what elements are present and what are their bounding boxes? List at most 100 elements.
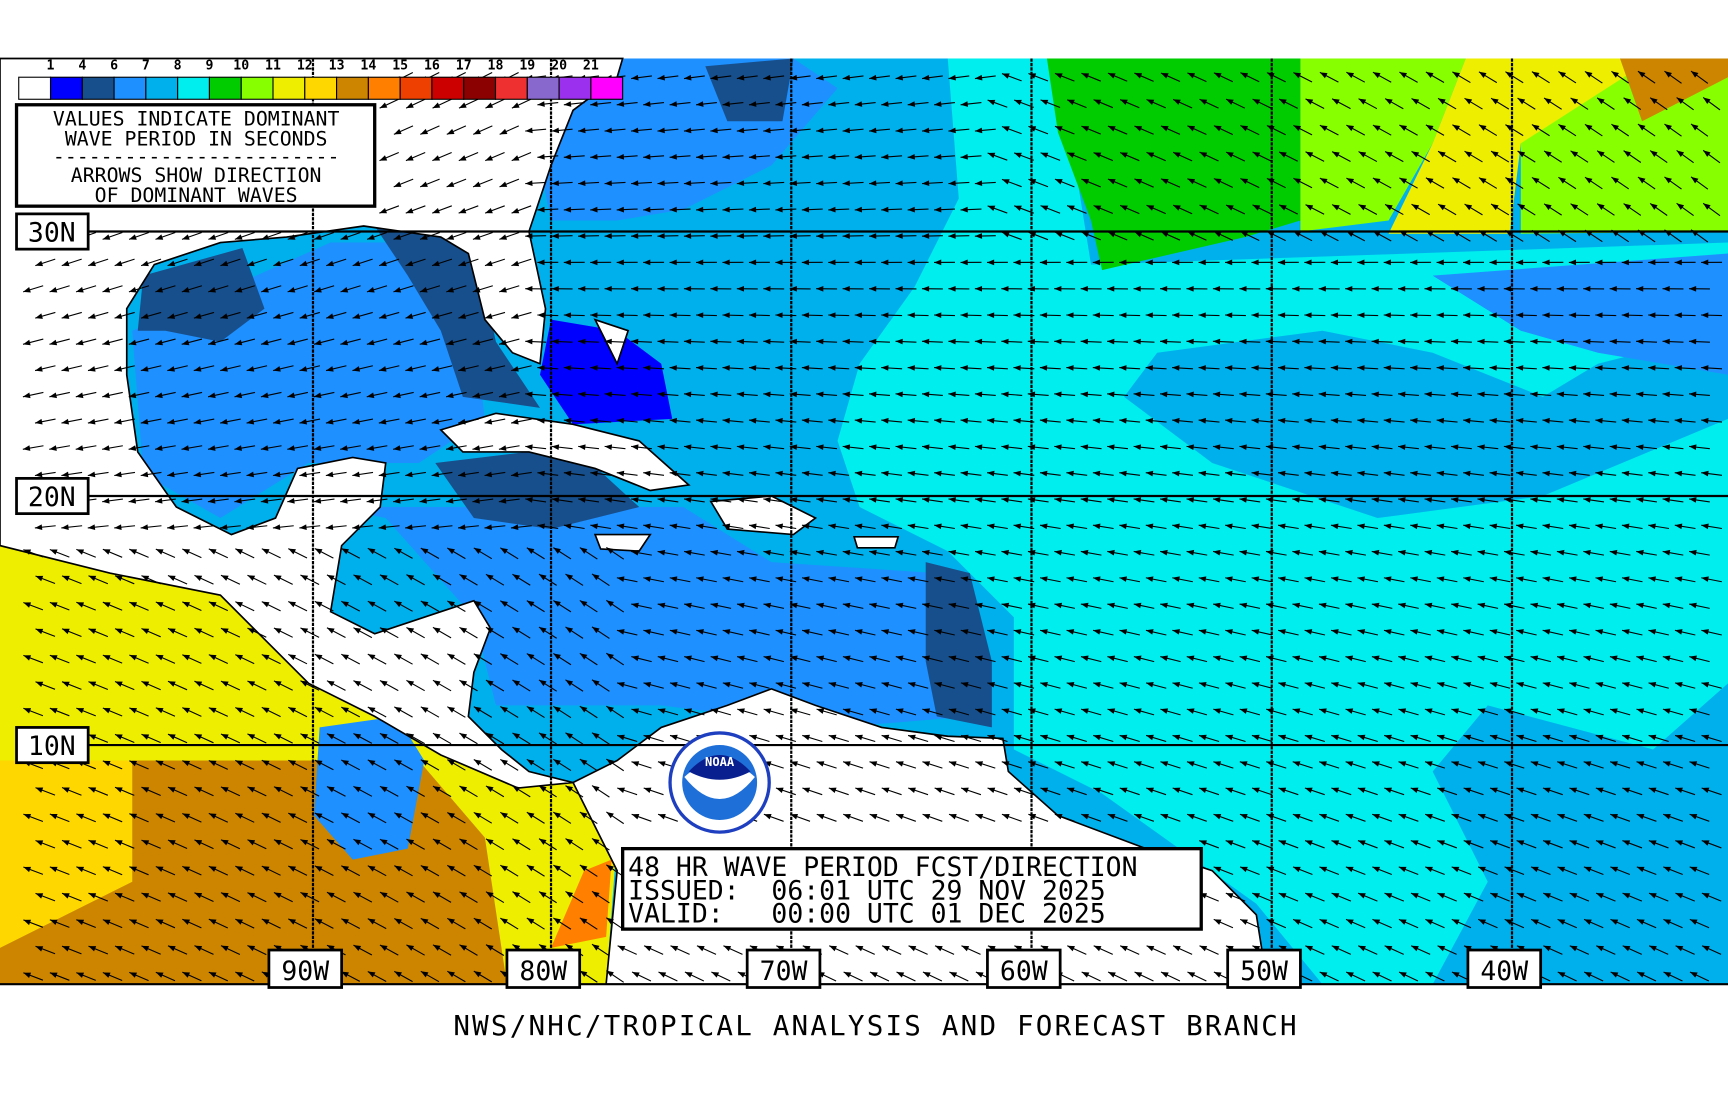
wave-direction-arrow: [789, 391, 811, 398]
wave-direction-arrow: [974, 74, 996, 81]
wave-direction-arrow: [1304, 892, 1325, 902]
wave-direction-arrow: [300, 891, 320, 903]
wave-direction-arrow: [1252, 151, 1272, 162]
wave-direction-arrow: [551, 444, 573, 450]
wave-direction-arrow: [49, 338, 70, 346]
wave-direction-arrow: [1093, 99, 1114, 109]
wave-direction-arrow: [579, 705, 598, 719]
wave-direction-arrow: [419, 285, 441, 293]
wave-direction-arrow: [35, 681, 56, 690]
wave-direction-arrow: [643, 470, 665, 477]
wave-direction-arrow: [1516, 892, 1537, 902]
wave-direction-arrow: [553, 758, 572, 772]
wave-direction-arrow: [1503, 444, 1525, 450]
wave-direction-arrow: [326, 891, 346, 903]
wave-direction-arrow: [1410, 470, 1432, 477]
wave-direction-arrow: [1558, 123, 1577, 137]
wave-direction-arrow: [579, 652, 598, 666]
wave-direction-arrow: [445, 445, 467, 451]
wave-direction-arrow: [366, 391, 388, 399]
wave-direction-arrow: [499, 178, 520, 188]
legend-tick-label: 4: [78, 59, 86, 74]
wave-direction-arrow: [631, 74, 652, 81]
wave-direction-arrow: [1569, 787, 1590, 796]
wave-direction-arrow: [1383, 576, 1405, 583]
wave-direction-arrow: [553, 864, 572, 877]
wave-direction-arrow: [1701, 576, 1722, 583]
wave-direction-arrow: [669, 470, 691, 477]
wave-direction-arrow: [510, 418, 532, 425]
wave-direction-arrow: [907, 523, 929, 530]
wave-direction-arrow: [1292, 866, 1313, 876]
wave-direction-arrow: [1477, 708, 1499, 716]
wave-direction-arrow: [1611, 123, 1630, 137]
wave-direction-arrow: [49, 866, 70, 876]
wave-direction-arrow: [272, 524, 294, 531]
wave-direction-arrow: [1424, 813, 1445, 822]
wave-direction-arrow: [261, 918, 281, 929]
wave-direction-arrow: [129, 813, 149, 823]
wave-direction-arrow: [960, 101, 982, 107]
wave-direction-arrow: [1464, 97, 1483, 110]
wave-direction-arrow: [1701, 734, 1722, 743]
wave-direction-arrow: [49, 445, 71, 451]
wave-direction-arrow: [208, 285, 229, 293]
wave-direction-arrow: [379, 205, 400, 214]
wave-direction-arrow: [1186, 338, 1208, 345]
wave-direction-arrow: [1040, 152, 1061, 161]
wave-direction-arrow: [1674, 470, 1696, 477]
wave-direction-arrow: [1093, 945, 1113, 955]
wave-direction-arrow: [553, 705, 572, 719]
wave-direction-arrow: [854, 101, 876, 107]
wave-direction-arrow: [696, 629, 717, 636]
wave-direction-arrow: [1504, 708, 1525, 716]
wave-direction-arrow: [1622, 945, 1642, 955]
wave-direction-arrow: [737, 708, 758, 716]
wave-direction-arrow: [193, 311, 215, 319]
latitude-label-box: [15, 212, 90, 251]
wave-direction-arrow: [1001, 285, 1023, 292]
wave-direction-arrow: [934, 312, 956, 319]
wave-direction-arrow: [34, 365, 56, 372]
wave-direction-arrow: [669, 681, 691, 689]
wave-direction-arrow: [207, 445, 229, 451]
wave-direction-arrow: [801, 259, 823, 266]
wave-direction-arrow: [154, 445, 176, 451]
wave-direction-arrow: [499, 231, 520, 240]
wave-direction-arrow: [1489, 523, 1511, 530]
wave-direction-arrow: [261, 653, 281, 665]
wave-direction-arrow: [1437, 892, 1457, 902]
wave-direction-arrow: [405, 98, 426, 109]
wave-direction-arrow: [406, 574, 425, 586]
wave-direction-arrow: [643, 365, 665, 371]
wave-direction-arrow: [657, 444, 679, 450]
wave-direction-arrow: [1172, 629, 1193, 636]
wave-direction-arrow: [419, 391, 441, 399]
wave-direction-arrow: [816, 655, 837, 663]
wave-direction-arrow: [1133, 444, 1155, 450]
wave-direction-arrow: [907, 629, 929, 636]
wave-direction-arrow: [299, 311, 320, 319]
wave-direction-arrow: [1437, 203, 1457, 216]
wave-direction-arrow: [406, 679, 425, 692]
wave-direction-arrow: [789, 549, 811, 556]
wave-direction-arrow: [1119, 312, 1141, 319]
wave-direction-arrow: [1331, 840, 1352, 849]
wave-direction-arrow: [1436, 312, 1458, 319]
wave-direction-arrow: [273, 365, 294, 372]
wave-direction-arrow: [553, 652, 572, 666]
legend-tick-label: 6: [110, 59, 118, 74]
longitude-label-box: [267, 948, 344, 989]
wave-direction-arrow: [1621, 523, 1643, 530]
wave-direction-arrow: [500, 706, 519, 718]
wave-direction-arrow: [458, 365, 479, 372]
wave-direction-arrow: [1371, 602, 1393, 609]
wave-direction-arrow: [1490, 203, 1510, 216]
wave-direction-arrow: [393, 231, 414, 240]
wave-direction-arrow: [643, 206, 665, 213]
wave-direction-arrow: [1611, 176, 1630, 190]
wave-direction-arrow: [102, 548, 123, 558]
wave-direction-arrow: [1689, 813, 1710, 822]
wave-direction-arrow: [1039, 470, 1061, 477]
wave-direction-arrow: [367, 706, 387, 718]
